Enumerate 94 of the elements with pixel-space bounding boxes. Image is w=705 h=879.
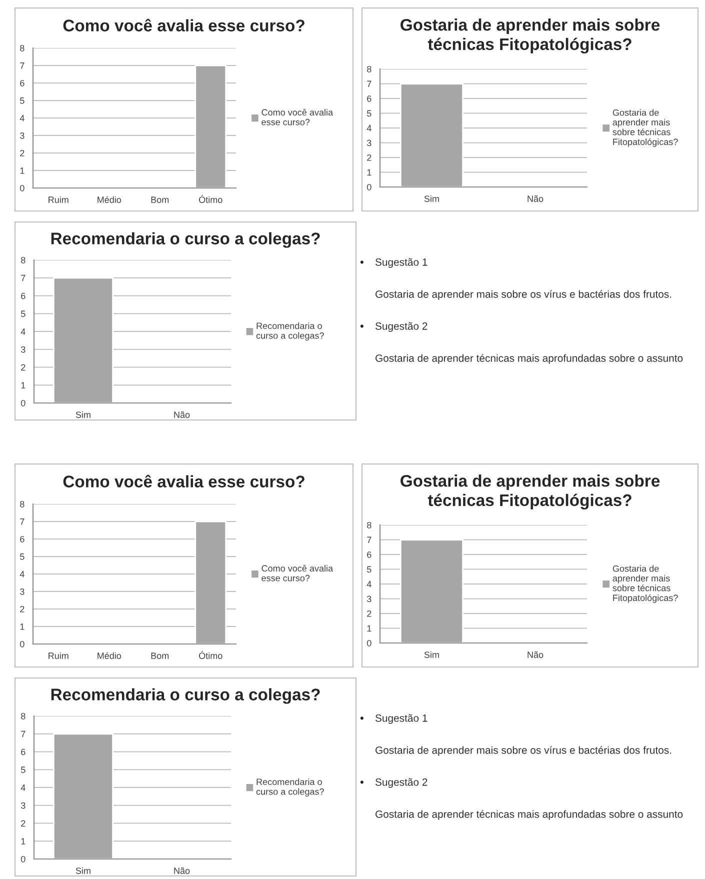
y-tick-label: 7 [367, 80, 372, 88]
y-tick-label: 2 [21, 820, 26, 827]
chart-title: Recomendaria o curso a colegas? [51, 232, 320, 248]
chart-title: Como você avalia esse curso? [63, 474, 304, 488]
legend-label: Recomendaria o curso a colegas? [256, 778, 324, 797]
text: Gostaria de aprender mais sobre os vírus e bactérias dos frutos. [376, 290, 672, 300]
legend-label: Recomendaria o curso a colegas? [256, 322, 324, 341]
text: Gostaria de aprender técnicas mais aprofundadas sobre o assunto [376, 810, 683, 820]
y-tick-label: 4 [366, 125, 372, 132]
y-tick-label: 7 [20, 62, 24, 69]
chart-title: Como você avalia esse curso? [63, 18, 304, 32]
y-tick-label: 0 [21, 856, 26, 862]
x-tick-label: Médio [98, 196, 122, 203]
legend-label: Gostaria de aprender mais sobre técnicas Fitopatológicas? [612, 109, 678, 147]
y-tick-label: 4 [366, 581, 372, 588]
y-tick-label: 1 [20, 168, 24, 174]
x-tick-label: Bom [151, 652, 169, 659]
y-tick-label: 5 [21, 766, 26, 773]
y-tick-label: 5 [367, 110, 372, 117]
legend-label: Gostaria de aprender mais sobre técnicas Fitopatológicas? [612, 565, 678, 603]
y-tick-label: 0 [21, 400, 26, 406]
y-tick-label: 0 [367, 640, 372, 646]
text: Sugestão 2 [375, 322, 428, 332]
y-tick-label: 8 [20, 44, 24, 52]
y-tick-label: 2 [20, 606, 24, 612]
y-tick-label: 8 [21, 712, 26, 720]
y-tick-label: 0 [20, 184, 24, 192]
x-tick-label: Ótimo [199, 195, 222, 203]
y-tick-label: 3 [366, 596, 372, 602]
text: • [360, 780, 364, 784]
y-tick-label: 3 [20, 346, 26, 353]
x-tick-label: Sim [76, 867, 90, 874]
y-tick-label: 3 [20, 802, 26, 809]
y-tick-label: 8 [367, 66, 372, 72]
y-tick-label: 5 [20, 554, 24, 560]
y-tick-label: 6 [21, 748, 26, 756]
text: • [360, 260, 364, 264]
y-tick-label: 8 [21, 256, 26, 264]
y-tick-label: 5 [367, 566, 372, 573]
y-tick-label: 3 [366, 140, 372, 146]
y-tick-label: 4 [20, 328, 26, 335]
y-tick-label: 7 [21, 730, 26, 738]
chart-title: Recomendaria o curso a colegas? [51, 688, 320, 704]
x-tick-label: Não [174, 411, 190, 418]
x-tick-label: Não [174, 867, 190, 874]
text: Sugestão 1 [375, 258, 428, 268]
x-tick-label: Bom [151, 196, 169, 203]
y-tick-label: 4 [20, 784, 26, 791]
y-tick-label: 4 [20, 115, 24, 122]
y-tick-label: 8 [367, 522, 372, 528]
text: Sugestão 2 [375, 778, 428, 788]
y-tick-label: 2 [20, 150, 24, 156]
y-tick-label: 1 [367, 625, 372, 632]
y-tick-label: 5 [20, 98, 24, 104]
text: Sugestão 1 [375, 714, 428, 724]
y-tick-label: 0 [367, 184, 372, 190]
y-tick-label: 1 [21, 838, 26, 844]
y-tick-label: 2 [21, 364, 26, 371]
legend-label: Como você avalia esse curso? [262, 108, 334, 126]
y-tick-label: 6 [21, 292, 26, 300]
x-tick-label: Não [528, 651, 544, 658]
y-tick-label: 1 [367, 169, 372, 176]
y-tick-label: 7 [20, 518, 24, 525]
y-tick-label: 6 [20, 80, 24, 86]
x-tick-label: Sim [424, 195, 439, 202]
legend-label: Como você avalia esse curso? [262, 564, 334, 582]
x-tick-label: Médio [98, 652, 122, 659]
y-tick-label: 3 [20, 132, 24, 139]
text: Gostaria de aprender técnicas mais aprofundadas sobre o assunto [376, 354, 683, 364]
y-tick-label: 7 [367, 536, 372, 544]
chart-title: Gostaria de aprender mais sobre técnicas Fitopatológicas? [400, 474, 660, 510]
y-tick-label: 4 [20, 571, 24, 578]
y-tick-label: 8 [20, 500, 24, 508]
y-tick-label: 5 [21, 310, 26, 317]
x-tick-label: Ótimo [199, 651, 222, 659]
y-tick-label: 7 [21, 274, 26, 282]
y-tick-label: 6 [20, 536, 24, 542]
y-tick-label: 6 [367, 551, 372, 558]
text: • [360, 716, 364, 720]
x-tick-label: Sim [76, 411, 90, 418]
x-tick-label: Ruim [48, 652, 68, 659]
text: • [360, 324, 364, 328]
chart-title: Gostaria de aprender mais sobre técnicas Fitopatológicas? [400, 18, 660, 54]
x-tick-label: Ruim [48, 196, 68, 203]
y-tick-label: 0 [20, 640, 24, 648]
x-tick-label: Não [528, 195, 544, 202]
y-tick-label: 6 [367, 95, 372, 102]
text: Gostaria de aprender mais sobre os vírus e bactérias dos frutos. [376, 746, 672, 756]
x-tick-label: Sim [424, 651, 439, 658]
y-tick-label: 1 [20, 624, 24, 630]
y-tick-label: 3 [20, 588, 24, 595]
y-tick-label: 2 [367, 610, 372, 617]
y-tick-label: 1 [21, 382, 26, 388]
y-tick-label: 2 [367, 154, 372, 161]
